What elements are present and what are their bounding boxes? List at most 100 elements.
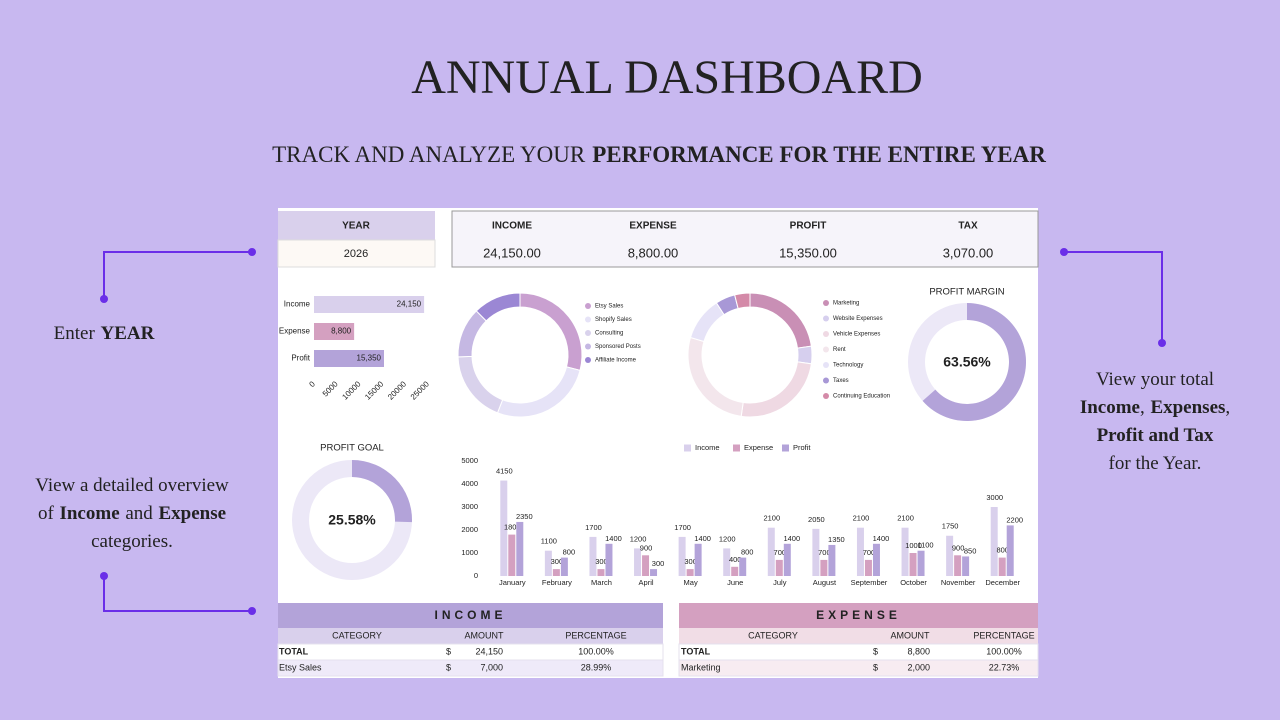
- data-label: 1750: [942, 522, 959, 531]
- cell: 28.99%: [581, 662, 612, 672]
- data-label: 2100: [763, 514, 780, 523]
- x-tick-label: September: [851, 578, 888, 587]
- y-tick-label: 0: [474, 571, 478, 580]
- bar: [864, 559, 872, 576]
- data-label: 800: [996, 546, 1009, 555]
- y-tick-label: 4000: [461, 479, 478, 488]
- data-label: 700: [774, 548, 787, 557]
- bar: [767, 527, 775, 576]
- legend-swatch: [823, 393, 829, 399]
- legend-swatch: [733, 444, 740, 452]
- legend-label: Shopify Sales: [595, 317, 632, 323]
- text-segment: for the Year.: [1109, 453, 1202, 474]
- bar: [775, 559, 783, 576]
- category-label: Expense: [279, 327, 311, 336]
- bar: [962, 556, 970, 576]
- text-segment: ,: [1140, 397, 1145, 418]
- gauge-title: PROFIT MARGIN: [929, 287, 1004, 298]
- data-label: 900: [640, 543, 653, 552]
- cell: 22.73%: [989, 662, 1020, 672]
- legend-label: Etsy Sales: [595, 304, 623, 310]
- cell: Marketing: [681, 662, 721, 672]
- table-title-bar: [679, 603, 1038, 628]
- dot: [248, 248, 256, 256]
- data-label: 1100: [917, 541, 933, 550]
- column-header: AMOUNT: [891, 630, 930, 640]
- bar: [812, 528, 820, 576]
- legend-label: Marketing: [833, 301, 859, 307]
- bar: [954, 555, 962, 576]
- text-segment: Income: [59, 503, 119, 524]
- summary-label: EXPENSE: [629, 221, 677, 232]
- connectors: [103, 251, 1163, 612]
- legend-swatch: [585, 343, 591, 350]
- gauge-value: 25.58%: [328, 512, 376, 528]
- legend-label: Technology: [833, 363, 863, 369]
- cell: $: [446, 646, 451, 656]
- text-segment: Expenses: [1150, 397, 1225, 418]
- dot: [1158, 339, 1166, 347]
- x-tick-label: August: [813, 578, 837, 587]
- summary-value: 3,070.00: [943, 245, 994, 260]
- data-label: 1100: [541, 537, 557, 546]
- data-label: 400: [729, 555, 742, 564]
- callout-line: categories.: [91, 531, 173, 552]
- data-label: 1400: [694, 534, 711, 543]
- x-tick-label: 0: [307, 379, 317, 389]
- dot: [100, 295, 108, 303]
- legend-label: Vehicle Expenses: [833, 332, 880, 338]
- bar: [820, 559, 828, 576]
- legend-label: Website Expenses: [833, 316, 883, 322]
- bar: [990, 507, 998, 576]
- data-label: 2100: [853, 514, 870, 523]
- year-label: YEAR: [342, 221, 371, 232]
- callout-line: View your total: [1096, 369, 1214, 390]
- legend-label: Sponsored Posts: [595, 344, 641, 350]
- data-label: 1200: [630, 534, 647, 543]
- value-label: 24,150: [397, 300, 422, 309]
- value-label: 15,350: [357, 354, 382, 363]
- cell: 24,150: [475, 646, 503, 656]
- bar: [686, 569, 694, 576]
- summary-value: 15,350.00: [779, 245, 837, 260]
- data-label: 3000: [986, 493, 1003, 502]
- legend-label: Continuing Education: [833, 394, 890, 400]
- column-header: PERCENTAGE: [973, 630, 1034, 640]
- data-label: 900: [952, 543, 965, 552]
- table-row: [277, 659, 664, 677]
- table-title: EXPENSE: [816, 608, 901, 622]
- summary-value: 24,150.00: [483, 245, 541, 260]
- donut-slice: [475, 292, 521, 322]
- data-label: 300: [684, 557, 697, 566]
- column-header: CATEGORY: [748, 630, 798, 640]
- data-label: 1400: [873, 534, 890, 543]
- summary-value: 8,800.00: [628, 245, 679, 260]
- dot: [100, 572, 108, 580]
- donut-slice: [734, 292, 751, 310]
- summary-label: TAX: [958, 221, 978, 232]
- data-label: 850: [964, 546, 977, 555]
- cell: TOTAL: [279, 646, 309, 656]
- y-tick-label: 1000: [461, 548, 478, 557]
- bar: [739, 557, 747, 576]
- callout-line: Profit and Tax: [1097, 425, 1214, 446]
- legend-swatch: [823, 315, 829, 322]
- legend-swatch: [585, 316, 591, 323]
- gauge-value: 63.56%: [943, 354, 991, 370]
- donut-slice: [796, 345, 813, 365]
- data-label: 700: [818, 548, 831, 557]
- text-segment: Profit and Tax: [1097, 425, 1214, 446]
- bar: [597, 569, 605, 576]
- connector: [103, 251, 252, 299]
- x-tick-label: April: [639, 578, 654, 587]
- legend-swatch: [823, 300, 829, 306]
- cell: $: [873, 662, 878, 672]
- x-tick-label: February: [542, 578, 572, 587]
- table-title: INCOME: [435, 608, 507, 622]
- bar: [500, 480, 508, 576]
- bar: [1006, 525, 1014, 576]
- text-segment: ,: [1225, 397, 1230, 418]
- column-header: PERCENTAGE: [565, 630, 626, 640]
- cell: TOTAL: [681, 646, 711, 656]
